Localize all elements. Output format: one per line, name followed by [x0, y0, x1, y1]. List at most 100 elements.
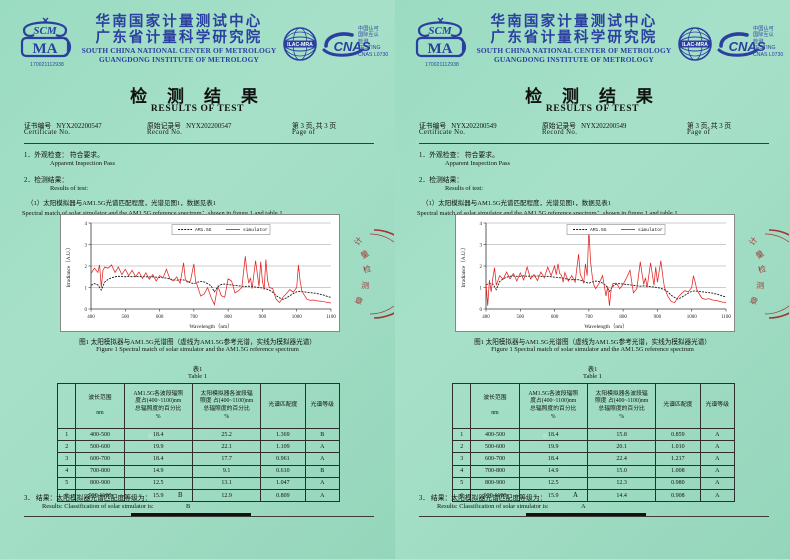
footer-divider: [419, 516, 769, 517]
cell-spectral-grade: A: [304, 476, 341, 490]
series-simulator: [90, 256, 332, 306]
item1-cn: 1．外观检查： 符合要求。: [24, 152, 104, 159]
cell-row-index: 2: [451, 440, 472, 454]
svg-text:MA: MA: [33, 41, 58, 57]
cell-row-index: 4: [56, 464, 77, 478]
cell-spectral-match: 0.980: [655, 476, 701, 490]
cell-spectral-grade: A: [304, 452, 341, 466]
table-row: 1 400-500 18.4 25.2 1.369 B: [56, 427, 341, 442]
spectral-match-chart: 400 500 600 700 800 900 1000 1100 0 1 2 3 4 Wavelengt…: [60, 214, 340, 332]
svg-text:900: 900: [654, 315, 662, 320]
result-grade-en: A: [581, 503, 586, 510]
svg-text:量: 量: [754, 249, 766, 261]
table-caption-cn: 表1: [192, 366, 203, 373]
cell-spectral-match: 0.908: [655, 488, 701, 503]
cell-am15g-percent: 12.5: [123, 476, 193, 490]
svg-text:0: 0: [480, 308, 483, 313]
item2-cn: 2．检测结果：: [24, 177, 69, 184]
cell-row-index: 6: [56, 488, 77, 503]
svg-text:测: 测: [361, 281, 370, 291]
table-caption-cn: 表1: [587, 366, 598, 373]
svg-text:CNAS: CNAS: [729, 39, 766, 54]
col-wavelength-range: 波长范围 nm: [470, 383, 520, 429]
org-name-en-1: SOUTH CHINA NATIONAL CENTER OF METROLOGY: [81, 46, 277, 55]
cell-wavelength-range: 600-700: [470, 452, 520, 466]
svg-text:700: 700: [190, 315, 198, 320]
cell-spectral-grade: A: [304, 488, 341, 503]
svg-text:1000: 1000: [687, 315, 698, 320]
cell-am15g-percent: 14.9: [518, 464, 588, 478]
org-name-cn-1: 华南国家计量测试中心: [95, 14, 263, 30]
cell-wavelength-range: 900-1100: [470, 488, 520, 503]
table-row: 3 600-700 18.4 22.4 1.217 A: [451, 452, 736, 466]
cell-row-index: 1: [56, 427, 77, 442]
cell-simulator-percent: 13.1: [191, 476, 262, 490]
cell-wavelength-range: 500-600: [470, 440, 520, 454]
svg-text:500: 500: [517, 315, 525, 320]
col-spectral-grade: 光谱等级: [699, 383, 736, 429]
redaction-bar: [131, 513, 251, 516]
cell-spectral-grade: A: [699, 488, 736, 503]
cell-spectral-match: 1.217: [655, 452, 701, 466]
table-header-row: 波长范围 nm AM1.5G各波段辐照 度占(400~1100)nm 总辐照度的…: [56, 383, 341, 429]
svg-text:4: 4: [480, 222, 483, 227]
spectral-match-chart: 400 500 600 700 800 900 1000 1100 0 1 2 3 4 Wavelengt…: [455, 214, 735, 332]
cell-am15g-percent: 18.4: [518, 452, 588, 466]
x-axis-label: Wavelength（nm）: [189, 323, 232, 330]
page-title-cn: 检 测 结 果: [525, 87, 660, 107]
cell-wavelength-range: 800-900: [470, 476, 520, 490]
figure-caption-cn: 图1 太阳模拟器与AM1.5G光谱图（虚线为AM1.5G参考光谱，实线为模拟器光…: [474, 339, 711, 346]
spectral-match-table: 波长范围 nm AM1.5G各波段辐照 度占(400~1100)nm 总辐照度的…: [56, 383, 341, 503]
table-row: 4 700-800 14.9 9.1 0.610 B: [56, 464, 341, 478]
figure-caption-cn: 图1 太阳模拟器与AM1.5G光谱图（虚线为AM1.5G参考光谱，实线为模拟器光…: [79, 339, 316, 346]
page-title-cn: 检 测 结 果: [130, 87, 265, 107]
item1-en: Apparent Inspection Pass: [445, 160, 510, 167]
record-no-line: 原始记录号 NYX202200547: [147, 120, 231, 130]
svg-text:SCM: SCM: [33, 25, 57, 37]
page-title-en: RESULTS OF TEST: [545, 104, 640, 114]
cell-simulator-percent: 12.9: [191, 488, 262, 503]
cell-am15g-percent: 12.5: [518, 476, 588, 490]
cell-spectral-grade: A: [699, 476, 736, 490]
figure-caption-en: Figure 1 Spectral match of solar simulat…: [491, 346, 694, 353]
col-simulator-percent: 太阳模拟器各波段辐 照度 占(400~1100)nm 总辐照度的百分比 %: [191, 383, 262, 429]
cell-simulator-percent: 12.3: [586, 476, 657, 490]
svg-text:400: 400: [87, 315, 95, 320]
cnas-logo-icon: CNAS: [717, 30, 771, 58]
certificate-no-line: 证书编号 NYX202200549: [419, 120, 497, 130]
cell-simulator-percent: 17.7: [191, 452, 262, 466]
cell-wavelength-range: 700-800: [470, 464, 520, 478]
cell-row-index: 3: [56, 452, 77, 466]
cell-spectral-match: 0.961: [260, 452, 306, 466]
result-grade-en: B: [186, 503, 191, 510]
cell-wavelength-range: 400-500: [75, 427, 125, 442]
certificate-page: SCM MA 170021112938 华南国家计量测试中心 广东省计量科学研究…: [395, 0, 790, 559]
cell-row-index: 6: [451, 488, 472, 503]
cell-spectral-grade: A: [699, 440, 736, 454]
item2-en: Results of test:: [445, 185, 483, 192]
table-body: 1 400-500 18.4 25.2 1.369 B 2 500-600 19.9 22.1 1.…: [56, 427, 341, 503]
svg-text:400: 400: [482, 315, 490, 320]
page-header: SCM MA 170021112938 华南国家计量测试中心 广东省计量科学研究…: [405, 12, 783, 78]
record-no-label: 原始记录号: [542, 123, 576, 130]
cell-simulator-percent: 25.2: [191, 427, 262, 442]
cell-wavelength-range: 600-700: [75, 452, 125, 466]
cell-wavelength-range: 400-500: [470, 427, 520, 442]
record-no-value: NYX202200549: [581, 123, 627, 130]
item2-cn: 2．检测结果：: [419, 177, 464, 184]
svg-text:MA: MA: [428, 41, 453, 57]
header-divider: [419, 143, 769, 144]
org-name-en-2: GUANGDONG INSTITUTE OF METROLOGY: [99, 55, 259, 64]
record-no-line: 原始记录号 NYX202200549: [542, 120, 626, 130]
cell-am15g-percent: 19.9: [518, 440, 588, 454]
cell-am15g-percent: 18.4: [123, 452, 193, 466]
svg-text:900: 900: [259, 315, 267, 320]
col-index: [56, 383, 77, 429]
item1-cn: 1．外观检查： 符合要求。: [419, 152, 499, 159]
svg-text:检: 检: [757, 263, 767, 275]
table-body: 1 400-500 18.4 15.8 0.859 A 2 500-600 19.9 20.1 1.…: [451, 427, 736, 503]
x-axis-label: Wavelength（nm）: [584, 323, 627, 330]
cell-simulator-percent: 22.4: [586, 452, 657, 466]
cell-am15g-percent: 15.9: [123, 488, 193, 503]
table-row: 1 400-500 18.4 15.8 0.859 A: [451, 427, 736, 442]
